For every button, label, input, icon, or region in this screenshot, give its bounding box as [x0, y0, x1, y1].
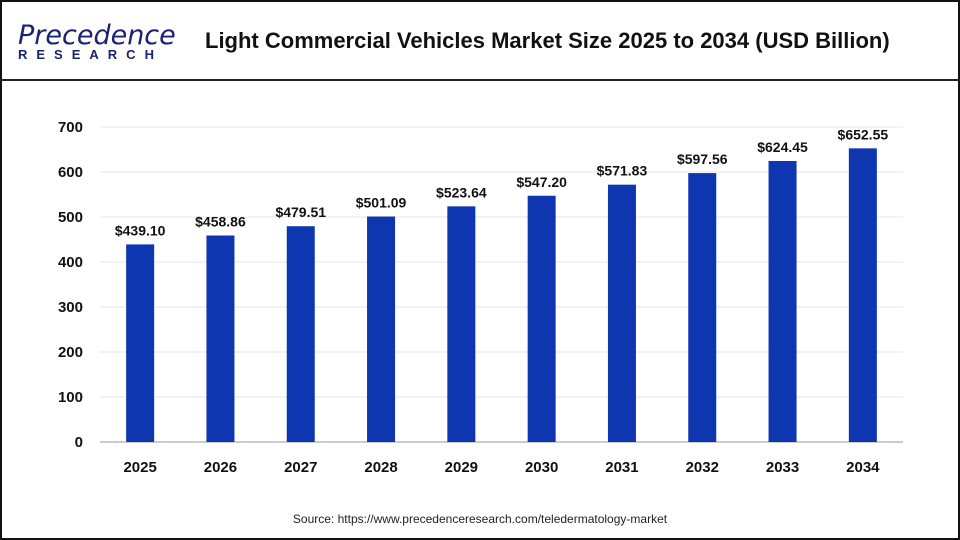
- y-tick-label: 400: [58, 254, 83, 271]
- y-tick-label: 300: [58, 299, 83, 316]
- x-tick-label: 2033: [766, 459, 799, 476]
- bar: [447, 206, 476, 442]
- x-tick-label: 2028: [364, 459, 397, 476]
- x-tick-label: 2027: [284, 459, 317, 476]
- x-tick-label: 2030: [525, 459, 558, 476]
- bar: [527, 195, 556, 442]
- y-tick-label: 100: [58, 389, 83, 406]
- data-label: $624.45: [757, 139, 808, 155]
- bar: [206, 235, 235, 442]
- logo-subtext: RESEARCH: [18, 47, 163, 62]
- bar: [367, 216, 396, 442]
- chart-title: Light Commercial Vehicles Market Size 20…: [205, 28, 890, 53]
- x-tick-label: 2031: [605, 459, 638, 476]
- data-label: $652.55: [838, 126, 889, 142]
- data-label: $571.83: [597, 163, 648, 179]
- bar: [688, 173, 717, 442]
- header: Precedence RESEARCH Light Commercial Veh…: [0, 0, 960, 81]
- source-text: Source: https://www.precedenceresearch.c…: [292, 512, 668, 526]
- y-tick-label: 500: [58, 209, 83, 226]
- data-label: $458.86: [195, 214, 246, 230]
- bar: [768, 160, 797, 442]
- bar: [286, 226, 315, 442]
- logo-text: Precedence: [18, 20, 176, 51]
- data-label: $597.56: [677, 151, 728, 167]
- x-tick-label: 2025: [123, 459, 156, 476]
- y-tick-label: 700: [58, 119, 83, 136]
- data-label: $523.64: [436, 184, 487, 200]
- data-label: $439.10: [115, 222, 166, 238]
- y-tick-label: 200: [58, 344, 83, 361]
- x-tick-label: 2034: [846, 459, 880, 476]
- y-tick-label: 600: [58, 164, 83, 181]
- x-tick-label: 2032: [686, 459, 719, 476]
- bar: [848, 148, 877, 443]
- logo: Precedence RESEARCH: [18, 20, 176, 62]
- bar: [607, 184, 636, 442]
- data-label: $479.51: [275, 204, 326, 220]
- x-tick-label: 2029: [445, 459, 478, 476]
- x-tick-label: 2026: [204, 459, 237, 476]
- bar: [126, 244, 155, 442]
- data-label: $547.20: [516, 174, 567, 190]
- y-tick-label: 0: [75, 434, 83, 451]
- data-label: $501.09: [356, 195, 407, 211]
